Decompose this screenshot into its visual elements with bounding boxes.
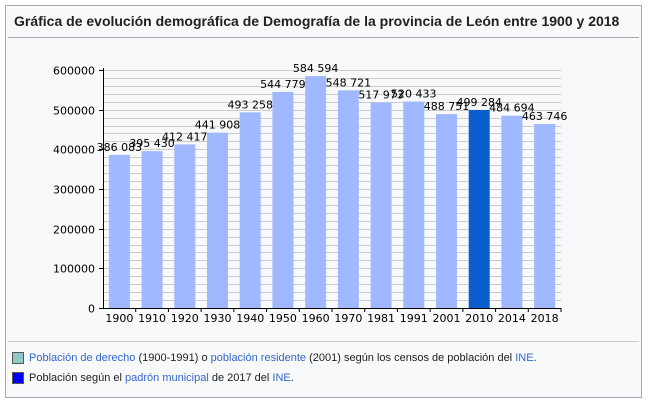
- bar: [305, 76, 327, 308]
- x-tick-label: 1930: [204, 312, 232, 325]
- legend-text: de 2017 del: [208, 372, 273, 384]
- bar: [207, 132, 228, 308]
- y-tick-label: 200000: [53, 224, 95, 237]
- x-tick-label: 1910: [138, 312, 166, 325]
- chart-frame: Gráfica de evolución demográfica de Demo…: [5, 5, 642, 398]
- link-padron-municipal[interactable]: padrón municipal: [125, 372, 209, 384]
- x-tick-label: 1900: [105, 312, 133, 325]
- bar: [468, 109, 490, 308]
- legend-text: (2001) según los censos de población del: [306, 352, 516, 364]
- link-poblacion-derecho[interactable]: Población de derecho: [29, 352, 136, 364]
- legend-item-padron: Población según el padrón municipal de 2…: [12, 372, 294, 384]
- x-tick-label: 2014: [498, 312, 526, 325]
- value-label: 584 594: [293, 62, 339, 75]
- bar: [174, 144, 196, 308]
- bar: [436, 114, 457, 308]
- value-label: 463 746: [522, 110, 568, 123]
- legend-item-censo: Población de derecho (1900-1991) o pobla…: [12, 352, 537, 364]
- legend-text: Población según el: [29, 372, 126, 384]
- value-label: 488 751: [424, 100, 470, 113]
- value-label: 493 258: [227, 98, 273, 111]
- x-tick-label: 1950: [269, 312, 297, 325]
- bar: [108, 154, 130, 308]
- bar: [534, 124, 556, 308]
- value-label: 441 908: [195, 119, 241, 132]
- value-label: 386 083: [97, 141, 143, 154]
- legend-separator: [8, 341, 639, 342]
- value-label: 520 433: [391, 88, 437, 101]
- legend-swatch-padron: [12, 372, 24, 384]
- chart-title: Gráfica de evolución demográfica de Demo…: [6, 6, 641, 38]
- x-tick-label: 1970: [334, 312, 362, 325]
- value-label: 412 417: [162, 130, 208, 143]
- bar: [370, 102, 392, 308]
- y-tick-label: 300000: [53, 184, 95, 197]
- legend-text: .: [533, 352, 537, 364]
- bar: [403, 101, 425, 308]
- link-ine-2[interactable]: INE: [272, 372, 291, 384]
- legend-swatch-censo: [12, 352, 24, 364]
- x-tick-label: 1920: [171, 312, 199, 325]
- value-label: 517 973: [358, 89, 404, 102]
- legend-text: (1900-1991) o: [135, 352, 211, 364]
- x-tick-label: 1940: [236, 312, 264, 325]
- link-ine[interactable]: INE: [515, 352, 534, 364]
- legend-text: .: [290, 372, 294, 384]
- bar: [239, 112, 261, 308]
- link-poblacion-residente[interactable]: población residente: [210, 352, 307, 364]
- x-tick-label: 1991: [400, 312, 428, 325]
- y-tick-label: 600000: [53, 65, 95, 78]
- bars-layer: [108, 76, 556, 309]
- value-label: 544 779: [260, 78, 306, 91]
- x-tick-label: 2010: [465, 312, 493, 325]
- bar: [337, 90, 359, 308]
- bar: [141, 151, 163, 308]
- value-label: 499 284: [456, 96, 502, 109]
- bar: [272, 91, 294, 308]
- axis-layer: 0 100000 200000 300000 400000 500000 600000 190…: [53, 65, 562, 325]
- bar: [501, 115, 523, 309]
- y-tick-label: 100000: [53, 263, 95, 276]
- y-tick-label: 0: [88, 303, 95, 316]
- value-label: 548 721: [326, 76, 372, 89]
- x-tick-label: 1960: [302, 312, 330, 325]
- y-tick-label: 500000: [53, 105, 95, 118]
- x-tick-label: 2001: [433, 312, 461, 325]
- value-label: 484 694: [489, 102, 535, 115]
- x-tick-label: 2018: [531, 312, 559, 325]
- value-label: 395 430: [129, 137, 175, 150]
- x-tick-label: 1981: [367, 312, 395, 325]
- y-tick-label: 400000: [53, 144, 95, 157]
